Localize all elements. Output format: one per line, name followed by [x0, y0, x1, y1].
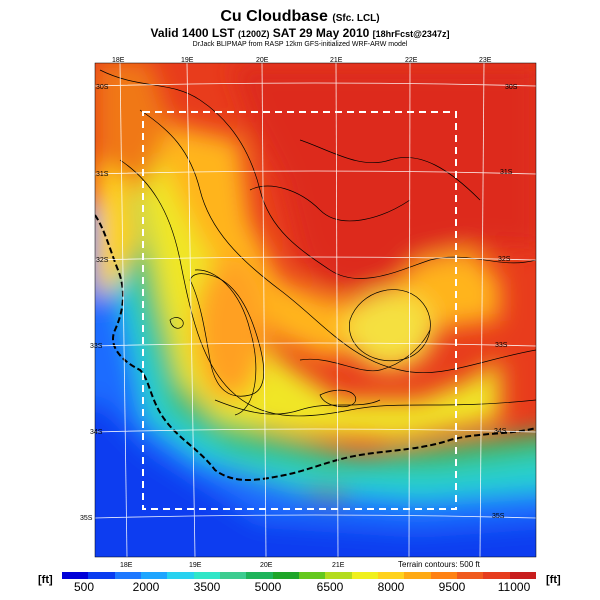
- lat-label-right: 33S: [495, 342, 508, 349]
- colorbar-swatch: [404, 572, 431, 579]
- colorbar-swatch: [88, 572, 115, 579]
- valid-time: Valid 1400 LST (1200Z) SAT 29 May 2010 […: [150, 26, 450, 40]
- colorbar-swatch: [272, 572, 299, 579]
- lat-label-right: 35S: [492, 513, 505, 520]
- colorbar-tick: 5000: [254, 580, 282, 594]
- lon-label-bottom: 19E: [189, 562, 202, 569]
- colorbar-unit-left: [ft]: [38, 574, 53, 586]
- colorbar-tick: 2000: [132, 580, 160, 594]
- colorbar-tick: 3500: [193, 580, 221, 594]
- lon-label-top: 20E: [256, 57, 269, 64]
- lat-label-right: 34S: [494, 428, 507, 435]
- colorbar: [62, 572, 536, 579]
- colorbar-swatch: [140, 572, 168, 579]
- colorbar-swatch: [509, 572, 536, 579]
- colorbar-swatch: [193, 572, 220, 579]
- colorbar-swatch: [483, 572, 510, 579]
- colorbar-tick: 500: [73, 580, 95, 594]
- model-credit: DrJack BLIPMAP from RASP 12km GFS-initia…: [192, 41, 408, 48]
- lon-label-top: 21E: [330, 57, 343, 64]
- lon-label-bottom: 20E: [260, 562, 273, 569]
- colorbar-tick: 9500: [438, 580, 466, 594]
- lon-label-top: 23E: [479, 57, 492, 64]
- colorbar-tick: 8000: [377, 580, 405, 594]
- lat-label-left: 31S: [96, 171, 109, 178]
- inner-domain-box: [142, 111, 457, 510]
- terrain-note: Terrain contours: 500 ft: [398, 560, 480, 569]
- colorbar-swatch: [351, 572, 378, 579]
- colorbar-tick: 6500: [316, 580, 344, 594]
- lon-label-top: 22E: [405, 57, 418, 64]
- colorbar-swatch: [430, 572, 457, 579]
- lat-label-left: 35S: [80, 515, 93, 522]
- lat-label-right: 32S: [498, 256, 511, 263]
- lon-label-top: 18E: [112, 57, 125, 64]
- lat-label-left: 30S: [96, 84, 109, 91]
- lat-label-left: 33S: [90, 343, 103, 350]
- colorbar-swatch: [298, 572, 326, 579]
- colorbar-swatch: [377, 572, 405, 579]
- lat-label-left: 32S: [96, 257, 109, 264]
- chart-title: Cu Cloudbase (Sfc. LCL): [220, 8, 380, 25]
- lat-label-left: 34S: [90, 429, 103, 436]
- colorbar-swatch: [456, 572, 484, 579]
- colorbar-unit-right: [ft]: [546, 574, 561, 586]
- colorbar-tick: 11000: [497, 580, 531, 594]
- lon-label-bottom: 18E: [120, 562, 133, 569]
- lat-label-right: 30S: [505, 84, 518, 91]
- colorbar-swatch: [325, 572, 352, 579]
- colorbar-swatch: [246, 572, 273, 579]
- colorbar-swatch: [167, 572, 194, 579]
- lon-label-top: 19E: [181, 57, 194, 64]
- lat-label-right: 31S: [500, 169, 513, 176]
- colorbar-swatch: [62, 572, 89, 579]
- colorbar-swatch: [114, 572, 141, 579]
- colorbar-swatch: [219, 572, 247, 579]
- lon-label-bottom: 21E: [332, 562, 345, 569]
